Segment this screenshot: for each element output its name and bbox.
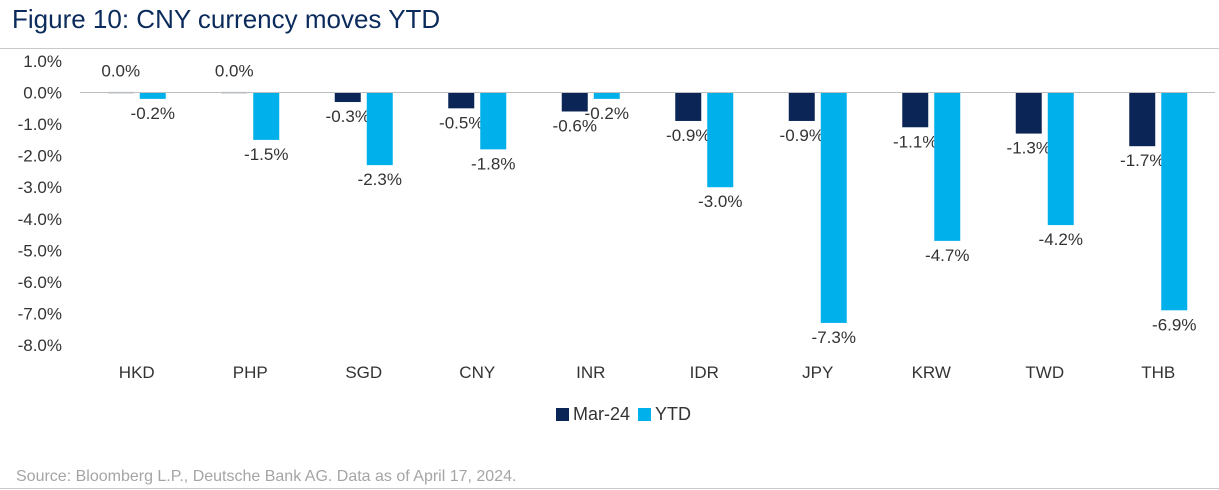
data-label-mar24: -1.3% [1007, 139, 1051, 158]
y-tick-label: 0.0% [23, 84, 62, 103]
legend-item-ytd: YTD [638, 404, 691, 425]
data-label-mar24: -0.9% [666, 126, 710, 145]
chart-legend: Mar-24 YTD [556, 404, 691, 425]
bar-mar24 [1129, 92, 1156, 147]
bar-mar24 [675, 92, 702, 121]
data-label-mar24: -0.6% [553, 116, 597, 135]
data-label-mar24: 0.0% [215, 62, 254, 81]
bar-ytd [1161, 92, 1188, 311]
x-tick-label: KRW [912, 363, 951, 382]
data-label-mar24: -0.3% [326, 107, 370, 126]
y-tick-label: -8.0% [18, 336, 62, 355]
y-tick-label: -7.0% [18, 304, 62, 323]
chart-title: Figure 10: CNY currency moves YTD [12, 4, 441, 34]
y-tick-label: 1.0% [23, 52, 62, 71]
y-tick-label: -5.0% [18, 241, 62, 260]
data-label-ytd: -2.3% [358, 170, 402, 189]
bar-mar24 [788, 92, 815, 121]
legend-swatch-ytd [638, 408, 652, 421]
y-tick-label: -2.0% [18, 147, 62, 166]
bar-ytd [480, 92, 507, 150]
data-label-ytd: -7.3% [812, 328, 856, 347]
x-tick-label: SGD [345, 363, 382, 382]
x-tick-label: JPY [802, 363, 833, 382]
data-label-ytd: -0.2% [585, 104, 629, 123]
legend-label-mar24: Mar-24 [573, 404, 631, 424]
source-note: Source: Bloomberg L.P., Deutsche Bank AG… [16, 468, 517, 485]
bar-ytd [253, 92, 280, 140]
bar-ytd [366, 92, 393, 166]
y-tick-label: -4.0% [18, 210, 62, 229]
y-tick-label: -1.0% [18, 115, 62, 134]
legend-swatch-mar24 [556, 408, 569, 421]
legend-label-ytd: YTD [655, 404, 692, 424]
x-tick-label: THB [1141, 363, 1175, 382]
title-divider [0, 48, 1219, 49]
bar-ytd [139, 92, 166, 99]
bar-chart: 1.0% 0.0% -1.0% -2.0% -3.0% -4.0% -5.0% -6.0% -7… [18, 52, 1215, 382]
data-label-ytd: -0.2% [131, 104, 175, 123]
data-label-ytd: -1.5% [244, 145, 288, 164]
x-tick-label: CNY [459, 363, 495, 382]
bar-mar24 [561, 92, 588, 112]
data-label-ytd: -4.7% [925, 246, 969, 265]
bar-mar24 [902, 92, 929, 128]
data-label-mar24: -1.7% [1120, 151, 1164, 170]
x-tick-label: INR [576, 363, 605, 382]
data-label-ytd: -4.2% [1039, 230, 1083, 249]
data-label-ytd: -1.8% [471, 154, 515, 173]
y-tick-label: -6.0% [18, 273, 62, 292]
data-label-mar24: -1.1% [893, 132, 937, 151]
bar-ytd [820, 92, 847, 323]
bar-ytd [707, 92, 734, 188]
bar-mar24 [334, 92, 361, 103]
data-label-ytd: -6.9% [1152, 315, 1196, 334]
data-label-mar24: -0.9% [780, 126, 824, 145]
bar-ytd [593, 92, 620, 99]
x-tick-label: TWD [1025, 363, 1064, 382]
data-label-ytd: -3.0% [698, 192, 742, 211]
bar-ytd [934, 92, 961, 241]
bar-ytd [1047, 92, 1074, 226]
y-tick-label: -3.0% [18, 178, 62, 197]
legend-item-mar24: Mar-24 [556, 404, 630, 425]
x-tick-label: IDR [690, 363, 719, 382]
bottom-divider [0, 488, 1219, 489]
data-label-mar24: -0.5% [439, 113, 483, 132]
bar-mar24 [1015, 92, 1042, 134]
x-tick-label: HKD [119, 363, 155, 382]
bar-mar24 [448, 92, 475, 109]
x-tick-label: PHP [233, 363, 268, 382]
data-label-mar24: 0.0% [101, 62, 140, 81]
